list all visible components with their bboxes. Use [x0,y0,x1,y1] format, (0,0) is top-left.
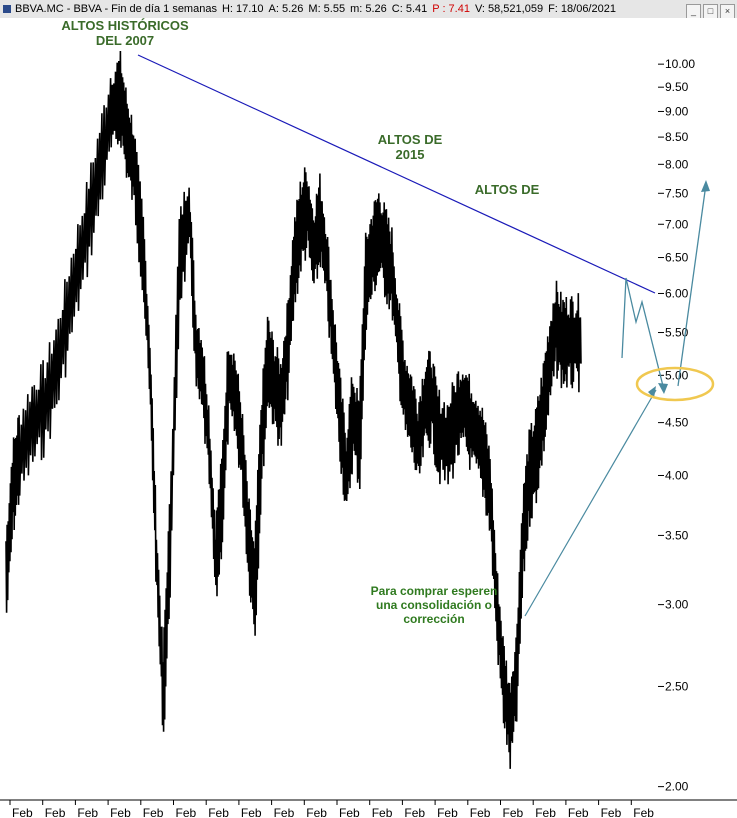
y-tick-0: 10.00 [658,57,695,71]
y-tick-label: 3.00 [665,598,689,612]
x-tick-label: Feb [110,806,131,818]
y-tick-14: 3.00 [658,598,689,612]
label-nota-compra: Para comprar esperen [371,584,498,598]
x-tick-label: Feb [404,806,425,818]
label-altos-historicos: DEL 2007 [96,33,154,48]
y-tick-2: 9.00 [658,104,689,118]
target-zone-ellipse [635,366,715,402]
y-tick-label: 6.00 [665,286,689,300]
y-tick-label: 8.00 [665,157,689,171]
projection-arrowhead [658,383,668,394]
maximize-button[interactable]: □ [703,4,718,19]
stat-7: F: 18/06/2021 [548,3,616,15]
y-tick-4: 8.00 [658,157,689,171]
stat-4: C: 5.41 [391,3,428,15]
y-tick-7: 6.50 [658,251,689,265]
x-tick-label: Feb [568,806,589,818]
label-nota-compra: una consolidación o [376,598,492,612]
price-line [5,50,582,769]
stat-6: V: 58,521,059 [474,3,544,15]
y-axis: 10.00 9.50 9.00 8.50 8.00 7.50 7.00 6.50 6.00 5.5… [658,57,695,794]
x-tick-label: Feb [535,806,556,818]
y-tick-label: 2.00 [665,780,689,794]
x-tick-label: Feb [306,806,327,818]
x-tick-label: Feb [372,806,393,818]
price-series [5,50,582,769]
label-altos-de: ALTOS DE [475,182,540,197]
stat-1: A: 5.26 [268,3,304,15]
x-tick-label: Feb [339,806,360,818]
y-tick-9: 5.50 [658,326,689,340]
breakout-arrow-line [677,183,707,387]
y-tick-10: 5.00 [658,368,689,382]
y-tick-12: 4.00 [658,468,689,482]
y-tick-label: 6.50 [665,251,689,265]
y-tick-label: 8.50 [665,130,689,144]
y-tick-label: 3.50 [665,528,689,542]
y-tick-6: 7.00 [658,217,689,231]
x-tick-label: Feb [503,806,524,818]
x-tick-label: Feb [437,806,458,818]
x-tick-label: Feb [208,806,229,818]
y-tick-label: 4.50 [665,416,689,430]
chart-window-icon [3,5,11,14]
chart-window-titlebar: BBVA.MC - BBVA - Fin de día 1 semanas H: … [0,0,737,19]
x-axis: Feb Feb Feb Feb Feb Feb Feb Feb Feb Feb Feb Feb Feb F… [0,799,737,818]
projection-path [621,277,665,391]
y-tick-label: 7.50 [665,186,689,200]
y-tick-label: 9.00 [665,104,689,118]
label-nota-compra: corrección [403,612,464,626]
y-tick-label: 10.00 [665,57,695,71]
minimize-button[interactable]: _ [686,4,701,19]
label-altos-historicos: ALTOS HISTÓRICOS [61,18,189,33]
stat-5: P : 7.41 [432,3,470,15]
resistance-trendline [137,54,656,294]
y-tick-label: 9.50 [665,80,689,94]
y-tick-16: 2.00 [658,780,689,794]
x-tick-label: Feb [633,806,654,818]
x-tick-label: Feb [274,806,295,818]
x-tick-label: Feb [12,806,33,818]
y-tick-label: 5.50 [665,326,689,340]
label-altos-2015: ALTOS DE [378,132,443,147]
x-tick-label: Feb [601,806,622,818]
x-tick-label: Feb [176,806,197,818]
y-tick-label: 7.00 [665,217,689,231]
close-button[interactable]: × [720,4,735,19]
x-tick-label: Feb [143,806,164,818]
x-tick-label: Feb [45,806,66,818]
breakout-arrowhead [701,180,710,192]
label-altos-2015: 2015 [396,147,425,162]
stat-3: m: 5.26 [350,3,387,15]
support-arrow-line [524,389,657,617]
price-chart: 10.00 9.50 9.00 8.50 8.00 7.50 7.00 6.50 6.00 5.5… [0,18,737,818]
y-tick-label: 4.00 [665,468,689,482]
x-tick-label: Feb [241,806,262,818]
y-tick-13: 3.50 [658,528,689,542]
y-tick-15: 2.50 [658,679,689,693]
y-tick-11: 4.50 [658,416,689,430]
x-tick-label: Feb [470,806,491,818]
y-tick-label: 2.50 [665,679,689,693]
stat-2: M: 5.55 [308,3,346,15]
y-tick-1: 9.50 [658,80,689,94]
symbol-title: BBVA.MC - BBVA - Fin de día 1 semanas [15,3,217,16]
y-tick-3: 8.50 [658,130,689,144]
price-stats: H: 17.10 A: 5.26 M: 5.55 m: 5.26 C: 5.41 P : … [217,3,616,15]
y-tick-label: 5.00 [665,368,689,382]
y-tick-5: 7.50 [658,186,689,200]
support-arrowhead [648,386,656,398]
stat-0: H: 17.10 [221,3,264,15]
window-buttons: _ □ × [684,2,735,20]
x-tick-label: Feb [77,806,98,818]
y-tick-8: 6.00 [658,286,689,300]
